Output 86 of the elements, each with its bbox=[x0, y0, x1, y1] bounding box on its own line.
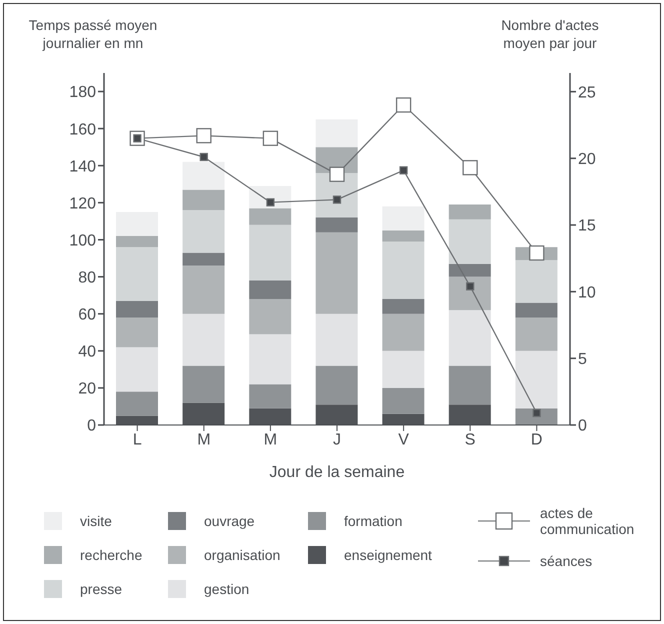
bar bbox=[182, 190, 225, 210]
x-axis-title: Jour de la semaine bbox=[269, 464, 405, 481]
legend-label: organisation bbox=[204, 547, 280, 563]
bar bbox=[448, 219, 491, 264]
point bbox=[200, 152, 208, 162]
legend-label: actes de communication bbox=[540, 505, 636, 537]
bar bbox=[382, 299, 424, 314]
legend-label: recherche bbox=[80, 547, 142, 563]
y-tick-label: 160 bbox=[69, 121, 96, 138]
point bbox=[266, 198, 275, 206]
bar bbox=[249, 334, 292, 384]
bar bbox=[515, 302, 558, 318]
bar bbox=[316, 232, 358, 314]
bar bbox=[515, 260, 558, 303]
y2-tick-label: 5 bbox=[578, 351, 587, 368]
bar bbox=[316, 218, 358, 232]
y2-tick-label: 20 bbox=[578, 151, 596, 168]
point bbox=[399, 166, 408, 174]
bar bbox=[515, 350, 558, 408]
y2-axis-title: Nombre d'actes moyen par jour bbox=[500, 16, 600, 52]
legend-label: presse bbox=[80, 581, 122, 597]
bar bbox=[249, 280, 292, 300]
x-tick-label: M bbox=[264, 431, 278, 448]
y2-tick-label: 0 bbox=[578, 418, 587, 435]
legend-label: enseignement bbox=[344, 547, 432, 563]
x-tick-label: S bbox=[464, 431, 476, 448]
bar bbox=[448, 366, 491, 405]
y-tick-label: 120 bbox=[69, 195, 96, 212]
x-tick-label: D bbox=[530, 431, 542, 448]
bar bbox=[316, 314, 358, 366]
y-tick-label: 100 bbox=[69, 232, 96, 250]
bar bbox=[249, 299, 292, 334]
bar bbox=[116, 318, 158, 348]
bar bbox=[382, 230, 424, 242]
bar bbox=[182, 266, 225, 314]
bar bbox=[316, 119, 358, 148]
x-tick-label: J bbox=[333, 431, 341, 448]
bar bbox=[116, 347, 158, 392]
legend-label: formation bbox=[344, 513, 402, 529]
bar bbox=[382, 314, 424, 351]
legend-label: visite bbox=[80, 513, 112, 529]
y-tick-label: 60 bbox=[78, 306, 96, 324]
bar bbox=[116, 247, 158, 301]
bar bbox=[249, 208, 292, 225]
bar bbox=[382, 388, 424, 414]
y2-tick-label: 10 bbox=[578, 284, 596, 302]
bar bbox=[116, 392, 158, 416]
y-tick-label: 140 bbox=[69, 158, 96, 176]
bar bbox=[316, 366, 358, 405]
point bbox=[332, 196, 342, 204]
x-tick-label: V bbox=[398, 431, 410, 448]
legend-label: ouvrage bbox=[204, 513, 255, 529]
legend-label: gestion bbox=[204, 581, 250, 597]
point bbox=[466, 282, 474, 290]
bar bbox=[116, 236, 158, 248]
legend-label: séances bbox=[540, 553, 594, 569]
bar bbox=[182, 366, 225, 403]
bar bbox=[249, 384, 292, 408]
bar bbox=[382, 206, 424, 230]
bar bbox=[382, 350, 424, 388]
point bbox=[532, 408, 541, 418]
bar bbox=[448, 276, 491, 310]
point bbox=[529, 245, 544, 261]
y-tick-label: 40 bbox=[78, 344, 96, 361]
bar bbox=[182, 252, 225, 266]
bar bbox=[448, 310, 491, 366]
y-tick-label: 20 bbox=[78, 380, 96, 398]
bar bbox=[382, 242, 424, 300]
bar bbox=[116, 212, 158, 236]
bar bbox=[182, 314, 225, 366]
bar bbox=[116, 300, 158, 318]
x-tick-label: M bbox=[197, 431, 211, 448]
bar bbox=[448, 204, 491, 220]
y2-tick-label: 15 bbox=[578, 218, 596, 235]
y-tick-label: 180 bbox=[69, 84, 96, 102]
bar bbox=[182, 162, 225, 190]
y2-tick-label: 25 bbox=[578, 84, 596, 102]
y-tick-label: 0 bbox=[87, 418, 96, 435]
point bbox=[329, 166, 345, 182]
x-tick-label: L bbox=[132, 431, 142, 448]
bar bbox=[448, 264, 491, 277]
bar bbox=[515, 318, 558, 351]
bar bbox=[249, 224, 292, 280]
y-tick-label: 80 bbox=[78, 269, 96, 286]
y-axis-title: Temps passé moyen journalier en mn bbox=[28, 16, 158, 52]
bar bbox=[182, 210, 225, 253]
